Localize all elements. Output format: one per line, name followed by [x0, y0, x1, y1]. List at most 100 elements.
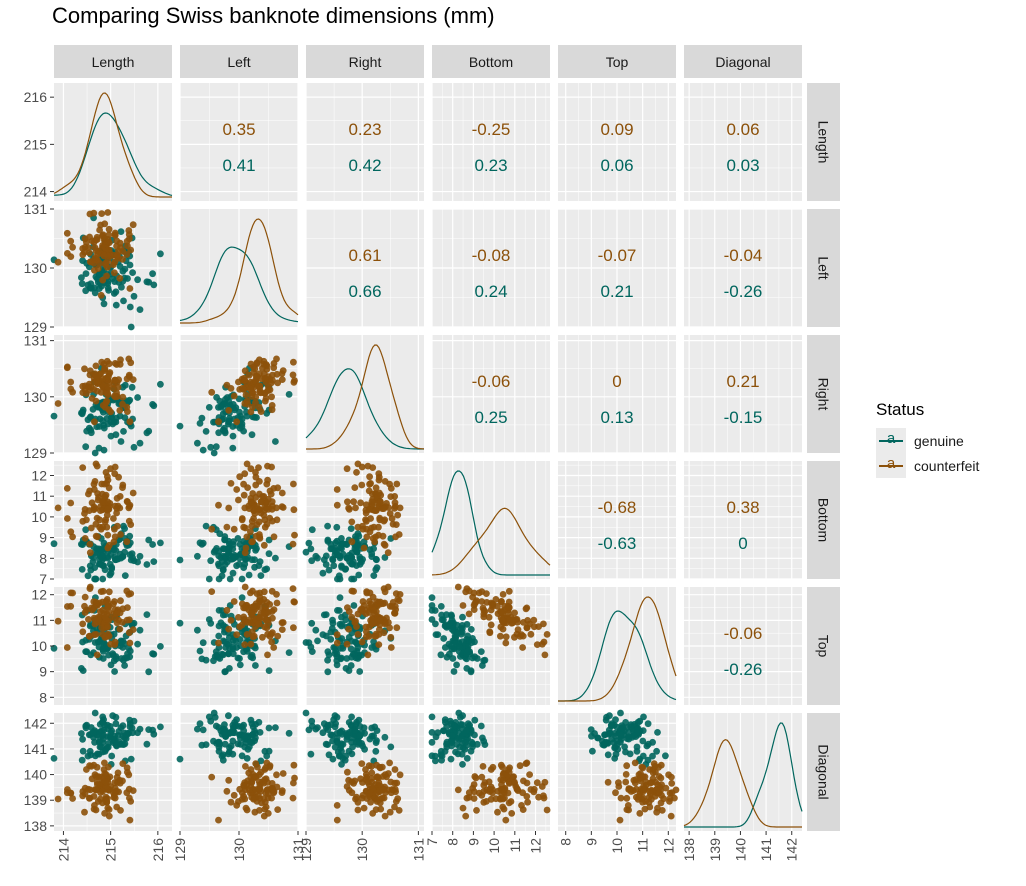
point-counterfeit: [502, 633, 510, 641]
point-genuine: [91, 709, 99, 717]
point-counterfeit: [388, 786, 396, 793]
point-genuine: [256, 558, 264, 565]
point-genuine: [238, 752, 246, 760]
point-counterfeit: [359, 598, 367, 605]
point-counterfeit: [350, 498, 357, 506]
point-genuine: [341, 566, 349, 573]
x-tick-label: 215: [103, 838, 119, 862]
point-counterfeit: [243, 460, 251, 468]
point-counterfeit: [230, 392, 238, 400]
point-counterfeit: [348, 778, 356, 786]
point-genuine: [50, 644, 58, 652]
point-counterfeit: [387, 485, 395, 492]
point-counterfeit: [92, 520, 100, 528]
point-counterfeit: [471, 773, 479, 780]
point-genuine: [373, 564, 381, 571]
point-counterfeit: [116, 274, 124, 282]
point-counterfeit: [247, 499, 255, 506]
point-genuine: [346, 558, 353, 565]
point-counterfeit: [530, 616, 538, 624]
point-counterfeit: [395, 597, 403, 605]
point-genuine: [338, 635, 346, 642]
point-counterfeit: [333, 501, 341, 509]
point-counterfeit: [372, 484, 380, 492]
point-genuine: [481, 741, 489, 748]
point-genuine: [84, 572, 92, 580]
point-genuine: [219, 751, 227, 759]
point-genuine: [325, 651, 333, 659]
point-counterfeit: [543, 631, 551, 638]
point-counterfeit: [381, 478, 389, 485]
point-counterfeit: [278, 787, 286, 794]
point-genuine: [95, 750, 103, 758]
point-counterfeit: [366, 589, 374, 597]
point-genuine: [440, 727, 447, 734]
point-counterfeit: [99, 498, 106, 506]
point-counterfeit: [110, 515, 117, 522]
point-genuine: [608, 720, 616, 728]
point-genuine: [221, 429, 229, 437]
point-counterfeit: [54, 795, 62, 803]
point-counterfeit: [123, 375, 131, 383]
point-genuine: [352, 639, 360, 646]
point-genuine: [215, 632, 223, 640]
density-curve-counterfeit: [306, 344, 425, 450]
point-counterfeit: [227, 617, 235, 624]
panel-right-bottom: [432, 335, 550, 453]
point-counterfeit: [367, 600, 374, 608]
point-counterfeit: [541, 651, 549, 659]
point-counterfeit: [247, 589, 254, 597]
density-curve-genuine: [305, 368, 424, 450]
point-genuine: [91, 449, 99, 457]
point-genuine: [346, 729, 353, 736]
point-genuine: [464, 647, 472, 655]
point-counterfeit: [499, 795, 507, 803]
density-curve-genuine: [684, 722, 803, 828]
point-genuine: [447, 755, 455, 763]
point-counterfeit: [393, 624, 401, 632]
point-genuine: [458, 750, 466, 758]
y-tick-label: 140: [24, 767, 48, 783]
point-counterfeit: [376, 498, 384, 506]
point-counterfeit: [270, 606, 278, 613]
point-genuine: [129, 729, 137, 737]
point-genuine: [319, 569, 327, 577]
point-counterfeit: [344, 498, 351, 506]
point-genuine: [50, 412, 58, 420]
panel-length-right: [306, 83, 424, 201]
point-genuine: [104, 420, 112, 428]
point-genuine: [644, 756, 652, 764]
point-counterfeit: [333, 639, 341, 647]
x-tick-label: 129: [172, 838, 188, 862]
point-genuine: [265, 536, 273, 544]
point-counterfeit: [64, 515, 71, 522]
point-counterfeit: [647, 790, 654, 798]
point-counterfeit: [514, 626, 522, 633]
point-counterfeit: [615, 779, 622, 787]
point-counterfeit: [241, 641, 249, 648]
point-genuine: [130, 557, 138, 565]
x-tick-label: 138: [681, 838, 697, 862]
panel-length-diagonal: [684, 83, 802, 201]
point-genuine: [241, 732, 249, 739]
point-counterfeit: [240, 374, 248, 382]
point-counterfeit: [380, 505, 388, 512]
point-counterfeit: [119, 256, 126, 263]
point-counterfeit: [252, 532, 260, 540]
point-counterfeit: [616, 816, 624, 824]
legend-item-counterfeit: a counterfeit: [876, 453, 1026, 478]
point-genuine: [438, 611, 445, 619]
point-genuine: [314, 724, 321, 731]
point-counterfeit: [540, 620, 547, 628]
row-strip-right: [807, 335, 840, 453]
point-counterfeit: [111, 470, 119, 478]
point-counterfeit: [235, 496, 242, 504]
point-genuine: [99, 713, 107, 721]
point-counterfeit: [630, 787, 637, 794]
point-counterfeit: [392, 533, 399, 541]
point-counterfeit: [533, 779, 541, 787]
point-genuine: [336, 575, 344, 583]
point-counterfeit: [376, 799, 384, 807]
point-counterfeit: [519, 644, 526, 651]
point-counterfeit: [99, 799, 106, 807]
